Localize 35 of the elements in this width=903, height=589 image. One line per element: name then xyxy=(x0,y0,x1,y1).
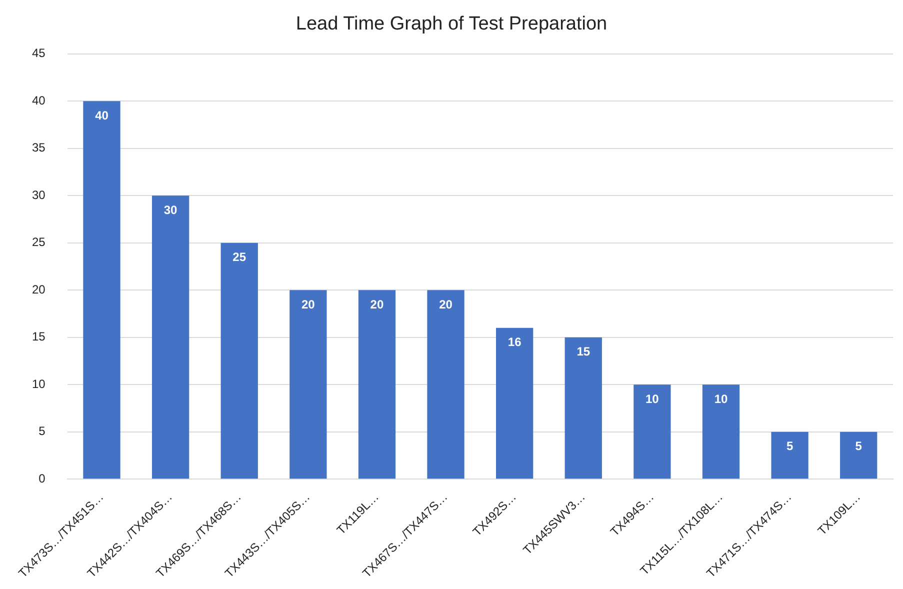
data-label: 30 xyxy=(164,202,178,217)
y-tick-label: 15 xyxy=(32,330,46,344)
bar xyxy=(220,242,258,479)
data-label: 25 xyxy=(232,250,246,264)
data-label: 10 xyxy=(646,392,660,406)
data-label: 20 xyxy=(301,297,316,312)
data-label: 5 xyxy=(855,439,862,454)
y-tick-label: 45 xyxy=(32,46,46,60)
data-label: 20 xyxy=(439,297,453,312)
y-tick-label: 25 xyxy=(32,235,46,250)
bar xyxy=(427,290,464,479)
bar xyxy=(152,196,190,479)
bar xyxy=(840,432,878,479)
bar xyxy=(83,101,120,479)
chart-title: Lead Time Graph of Test Preparation xyxy=(296,14,608,35)
data-label: 16 xyxy=(508,335,522,350)
bar xyxy=(634,384,671,479)
bar xyxy=(771,432,808,479)
bar xyxy=(702,384,740,479)
data-label: 5 xyxy=(786,439,794,454)
y-tick-label: 10 xyxy=(32,376,46,391)
bar xyxy=(290,290,327,479)
y-tick-label: 35 xyxy=(32,140,46,155)
data-label: 40 xyxy=(95,108,109,122)
bar xyxy=(496,328,534,479)
data-label: 10 xyxy=(714,392,728,406)
data-label: 20 xyxy=(370,297,384,312)
y-tick-label: 30 xyxy=(32,188,46,202)
bar xyxy=(564,337,602,479)
y-tick-label: 0 xyxy=(38,471,46,486)
y-tick-label: 5 xyxy=(38,424,46,438)
y-tick-label: 40 xyxy=(32,93,46,108)
y-tick-label: 20 xyxy=(32,282,46,296)
bar xyxy=(358,290,396,479)
data-label: 15 xyxy=(576,344,590,359)
